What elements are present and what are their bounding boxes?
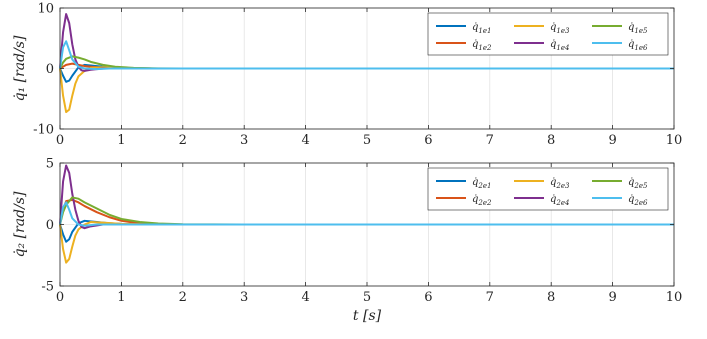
x-tick-label: 6 <box>424 290 432 305</box>
legend-item-1e4: q̇1e4 <box>514 39 569 52</box>
x-tick-label: 7 <box>486 133 494 148</box>
x-tick-label: 10 <box>666 290 683 305</box>
y-tick-label: -10 <box>33 123 54 138</box>
legend-item-2e2: q̇2e2 <box>436 194 492 207</box>
legend-item-1e6: q̇1e6 <box>592 39 648 52</box>
legend-label: q̇1e4 <box>550 39 569 52</box>
legend-label: q̇1e6 <box>628 39 648 52</box>
legend-label: q̇1e5 <box>628 22 648 35</box>
legend-box <box>427 167 669 211</box>
x-tick-label: 5 <box>363 133 371 148</box>
x-tick-label: 10 <box>666 133 683 148</box>
legend-item-2e5: q̇2e5 <box>592 177 648 190</box>
x-axis-label: t [s] <box>353 308 382 324</box>
legend-label: q̇2e2 <box>472 194 492 207</box>
y-tick-label: -5 <box>41 280 54 295</box>
x-tick-label: 5 <box>363 290 371 305</box>
legend-label: q̇2e1 <box>472 177 491 190</box>
y-axis-label: q̇₂ [rad/s] <box>12 191 28 257</box>
y-tick-label: 10 <box>37 2 54 17</box>
series-line-1e6 <box>59 40 674 71</box>
legend-item-2e6: q̇2e6 <box>592 194 648 207</box>
legend-item-1e2: q̇1e2 <box>436 39 492 52</box>
x-tick-label: 3 <box>240 133 248 148</box>
y-tick-label: 0 <box>46 62 54 77</box>
legend-item-1e3: q̇1e3 <box>514 22 570 35</box>
legend: q̇2e1 q̇2e2 q̇2e3 q̇2e4 q̇2e5 q̇2e6 <box>427 167 669 211</box>
legend-item-1e1: q̇1e1 <box>436 22 491 35</box>
x-tick-label: 3 <box>240 290 248 305</box>
legend-label: q̇1e2 <box>472 39 492 52</box>
x-tick-label: 4 <box>301 133 309 148</box>
legend-label: q̇1e3 <box>550 22 570 35</box>
x-tick-label: 7 <box>486 290 494 305</box>
x-tick-label: 6 <box>424 133 432 148</box>
y-tick-label: 5 <box>46 157 54 172</box>
legend-label: q̇2e4 <box>550 194 569 207</box>
x-tick-label: 0 <box>56 290 64 305</box>
series-line-2e6 <box>59 201 674 227</box>
legend: q̇1e1 q̇1e2 q̇1e3 q̇1e4 q̇1e5 q̇1e6 <box>427 12 669 56</box>
x-tick-label: 2 <box>179 290 187 305</box>
x-tick-label: 9 <box>608 133 616 148</box>
x-tick-label: 4 <box>301 290 309 305</box>
legend-label: q̇2e3 <box>550 177 570 190</box>
legend-label: q̇2e6 <box>628 194 648 207</box>
legend-label: q̇2e5 <box>628 177 648 190</box>
legend-item-2e4: q̇2e4 <box>514 194 569 207</box>
x-tick-label: 0 <box>56 133 64 148</box>
x-tick-label: 8 <box>547 290 555 305</box>
y-axis-label: q̇₁ [rad/s] <box>12 35 28 101</box>
x-tick-label: 8 <box>547 133 555 148</box>
legend-box <box>427 12 669 56</box>
legend-item-1e5: q̇1e5 <box>592 22 648 35</box>
legend-item-2e1: q̇2e1 <box>436 177 491 190</box>
y-tick-label: 0 <box>46 218 54 233</box>
x-tick-label: 1 <box>117 133 125 148</box>
x-tick-label: 2 <box>179 133 187 148</box>
x-tick-label: 1 <box>117 290 125 305</box>
legend-label: q̇1e1 <box>472 22 491 35</box>
legend-item-2e3: q̇2e3 <box>514 177 570 190</box>
x-tick-label: 9 <box>608 290 616 305</box>
